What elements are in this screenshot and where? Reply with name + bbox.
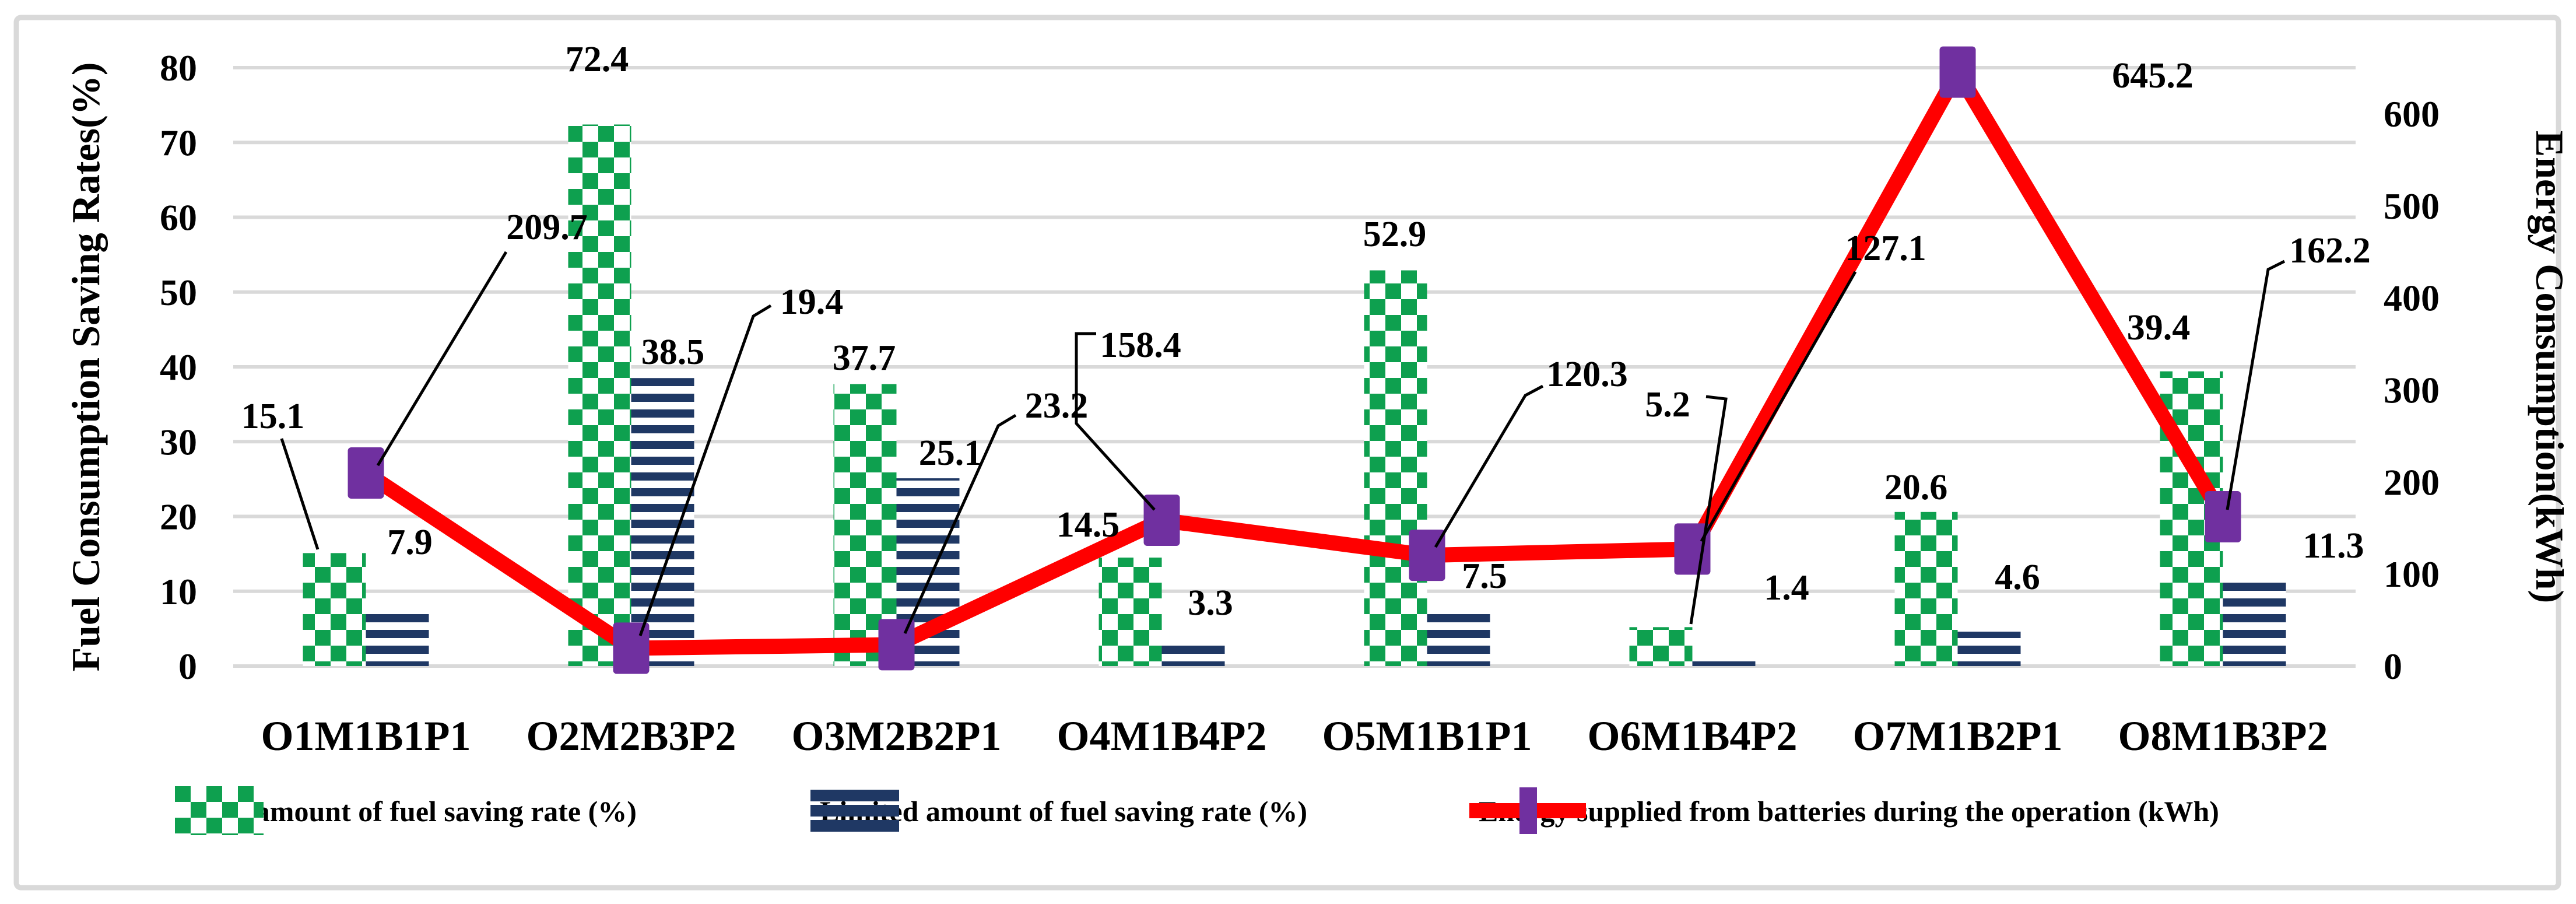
leader-line bbox=[1700, 271, 1857, 542]
right-axis-tick-label: 400 bbox=[2384, 278, 2440, 319]
bar-limited-O1M1B1P1 bbox=[366, 607, 429, 666]
bar-limited-O7M1B2P1 bbox=[1957, 632, 2021, 666]
x-axis-category-label: O5M1B1P1 bbox=[1322, 713, 1532, 759]
bar-limited-O2M2B3P2 bbox=[631, 378, 694, 666]
x-axis-category-label: O8M1B3P2 bbox=[2118, 713, 2328, 759]
bar-limited-O4M1B4P2 bbox=[1161, 641, 1225, 666]
data-label: 39.4 bbox=[2127, 308, 2191, 348]
leader-line bbox=[376, 251, 508, 467]
energy-marker-O5M1B1P1 bbox=[1409, 530, 1445, 581]
x-axis-category-label: O7M1B2P1 bbox=[1853, 713, 2063, 759]
leader-line bbox=[280, 438, 320, 550]
right-axis-tick-label: 300 bbox=[2384, 369, 2440, 411]
callout-leader-lines bbox=[280, 251, 2286, 636]
data-label: 162.2 bbox=[2289, 231, 2371, 271]
right-axis-tick-label: 200 bbox=[2384, 461, 2440, 503]
data-label: 120.3 bbox=[1546, 355, 1628, 394]
bar-total-O4M1B4P2 bbox=[1099, 558, 1162, 666]
legend-item-limited: Limited amount of fuel saving rate (%) bbox=[810, 786, 1307, 836]
bar-total-O6M1B4P2 bbox=[1629, 627, 1693, 666]
legend-item-energy: Energy supplied from batteries during th… bbox=[1469, 786, 2219, 836]
energy-marker-O8M1B3P2 bbox=[2205, 490, 2241, 542]
right-axis-tick-label: 100 bbox=[2384, 553, 2440, 595]
right-axis-tick-label: 0 bbox=[2384, 646, 2402, 687]
legend-label-energy: Energy supplied from batteries during th… bbox=[1479, 795, 2219, 828]
leader-line bbox=[903, 414, 1017, 635]
data-label: 38.5 bbox=[641, 332, 705, 372]
x-axis-category-label: O6M1B4P2 bbox=[1588, 713, 1798, 759]
leader-line bbox=[1689, 395, 1728, 625]
data-label: 158.4 bbox=[1100, 325, 1181, 365]
data-label: 5.2 bbox=[1645, 385, 1690, 425]
x-axis-category-label: O4M1B4P2 bbox=[1057, 713, 1267, 759]
legend-item-total: Total amount of fuel saving rate (%) bbox=[175, 786, 637, 836]
bar-limited-O8M1B3P2 bbox=[2223, 581, 2286, 666]
data-label: 72.4 bbox=[566, 40, 629, 79]
data-label: 645.2 bbox=[2112, 56, 2194, 96]
data-label: 15.1 bbox=[241, 397, 305, 436]
green-checker-swatch-icon bbox=[175, 786, 264, 835]
data-label: 14.5 bbox=[1057, 505, 1120, 545]
data-label: 19.4 bbox=[780, 282, 844, 322]
left-axis-tick-label: 80 bbox=[160, 47, 197, 89]
data-label: 127.1 bbox=[1845, 229, 1926, 268]
left-axis-tick-label: 0 bbox=[178, 646, 197, 687]
data-label: 3.3 bbox=[1188, 583, 1233, 623]
data-label: 11.3 bbox=[2303, 526, 2364, 566]
bar-total-O5M1B1P1 bbox=[1364, 270, 1427, 666]
right-axis-title: Energy Consumption(kWh) bbox=[2528, 131, 2572, 604]
bar-total-O2M2B3P2 bbox=[568, 124, 631, 667]
energy-line bbox=[358, 64, 2231, 656]
energy-marker-O1M1B1P1 bbox=[348, 447, 384, 499]
red-line-purple-marker-swatch-icon bbox=[1469, 787, 1586, 834]
chart-legend: Total amount of fuel saving rate (%) Lim… bbox=[0, 786, 2576, 839]
axes: 0 10 20 30 40 50 60 70 80 0 100 200 300 400 500 600 O1M1… bbox=[64, 47, 2572, 759]
navy-stripes-swatch-icon bbox=[810, 790, 899, 832]
data-label: 7.5 bbox=[1462, 556, 1507, 596]
legend-label-limited: Limited amount of fuel saving rate (%) bbox=[820, 795, 1308, 828]
right-axis-tick-label: 500 bbox=[2384, 185, 2440, 227]
bar-limited-O6M1B4P2 bbox=[1692, 656, 1756, 666]
x-axis-category-label: O3M2B2P1 bbox=[792, 713, 1002, 759]
data-labels: 15.1 72.4 37.7 14.5 52.9 5.2 20.6 39.4 7.9 38.5 25… bbox=[241, 40, 2371, 623]
left-axis-tick-label: 70 bbox=[160, 122, 197, 163]
right-axis-tick-label: 600 bbox=[2384, 93, 2440, 135]
data-label: 20.6 bbox=[1884, 468, 1948, 507]
bar-limited-O5M1B1P1 bbox=[1427, 609, 1490, 666]
data-label: 4.6 bbox=[1995, 558, 2040, 597]
left-axis-tick-label: 40 bbox=[160, 346, 197, 388]
x-axis-category-label: O2M2B3P2 bbox=[527, 713, 736, 759]
energy-marker-O2M2B3P2 bbox=[613, 622, 650, 674]
left-axis-tick-label: 50 bbox=[160, 272, 197, 313]
figure-frame bbox=[13, 15, 2561, 891]
left-axis-title: Fuel Consumption Saving Rates(%) bbox=[64, 62, 108, 672]
left-axis-tick-label: 30 bbox=[160, 421, 197, 462]
bar-total-O7M1B2P1 bbox=[1894, 511, 1958, 666]
energy-marker-O7M1B2P1 bbox=[1939, 46, 1976, 98]
leader-line bbox=[1434, 384, 1544, 548]
leader-line bbox=[638, 304, 772, 636]
left-axis-tick-label: 10 bbox=[160, 571, 197, 612]
bar-series bbox=[303, 124, 2286, 667]
data-label: 7.9 bbox=[387, 523, 433, 562]
data-label: 1.4 bbox=[1764, 568, 1809, 608]
left-axis-tick-label: 20 bbox=[160, 496, 197, 538]
data-label: 37.7 bbox=[833, 338, 896, 378]
leader-line bbox=[1075, 332, 1156, 511]
left-axis-tick-label: 60 bbox=[160, 197, 197, 239]
bar-total-O1M1B1P1 bbox=[303, 553, 366, 666]
data-label: 25.1 bbox=[919, 433, 982, 473]
data-label: 52.9 bbox=[1363, 215, 1427, 254]
leader-line bbox=[2226, 260, 2286, 510]
data-label: 209.7 bbox=[506, 208, 588, 247]
x-axis-category-label: O1M1B1P1 bbox=[261, 713, 471, 759]
data-label: 23.2 bbox=[1025, 386, 1089, 426]
